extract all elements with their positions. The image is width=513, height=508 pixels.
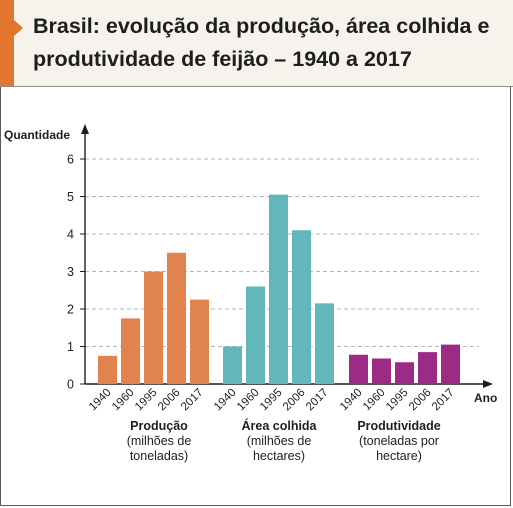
x-tick-label: 1960 [361, 387, 388, 414]
x-tick-label: 2017 [179, 387, 206, 414]
group-label-producao: Produção (milhões de toneladas) [104, 419, 214, 464]
x-axis-label: Ano [474, 391, 497, 405]
y-tick-label: 4 [67, 228, 74, 242]
x-tick-label: 1995 [258, 387, 285, 414]
y-axis-label: Quantidade [4, 128, 70, 142]
x-tick-label: 1940 [338, 387, 365, 414]
x-tick-label: 2006 [281, 387, 308, 414]
bar [372, 358, 391, 384]
y-tick-label: 1 [67, 340, 74, 354]
bar [441, 344, 460, 384]
group-unit: (milhões de toneladas) [126, 434, 192, 463]
bar [167, 252, 186, 384]
group-label-area-colhida: Área colhida (milhões de hectares) [224, 419, 334, 464]
group-name: Produtividade [357, 419, 441, 433]
bar [190, 299, 209, 384]
x-tick-label: 1960 [235, 387, 262, 414]
bar [395, 362, 414, 384]
x-tick-label: 2006 [407, 387, 434, 414]
y-tick-label: 5 [67, 190, 74, 204]
accent-tab [0, 0, 14, 86]
chart-title: Brasil: evolução da produção, área colhi… [33, 14, 490, 71]
group-unit: (milhões de hectares) [246, 434, 312, 463]
group-name: Área colhida [241, 419, 317, 433]
group-unit: (toneladas por hectare) [359, 434, 439, 463]
y-tick-label: 0 [67, 378, 74, 392]
x-tick-label: 2006 [156, 387, 183, 414]
y-axis-arrow [81, 124, 89, 134]
y-tick-label: 6 [67, 153, 74, 167]
accent-notch [14, 20, 23, 36]
bar [292, 230, 311, 384]
x-tick-label: 1960 [110, 387, 137, 414]
y-tick-label: 3 [67, 265, 74, 279]
x-tick-label: 1940 [212, 387, 239, 414]
group-label-produtividade: Produtividade (toneladas por hectare) [344, 419, 454, 464]
bar [246, 286, 265, 384]
bar [144, 271, 163, 384]
bar [98, 355, 117, 384]
x-tick-label: 1995 [384, 387, 411, 414]
x-tick-label: 1940 [87, 387, 114, 414]
x-tick-label: 2017 [430, 387, 457, 414]
bar [418, 352, 437, 384]
bar [269, 194, 288, 384]
x-tick-label: 1995 [133, 387, 160, 414]
title-band: Brasil: evolução da produção, área colhi… [0, 0, 513, 87]
x-tick-label: 2017 [304, 387, 331, 414]
x-axis-arrow [483, 380, 493, 388]
y-tick-label: 2 [67, 303, 74, 317]
bar [121, 318, 140, 384]
bar [315, 303, 334, 384]
bar [223, 346, 242, 384]
group-name: Produção [130, 419, 188, 433]
bar [349, 354, 368, 384]
